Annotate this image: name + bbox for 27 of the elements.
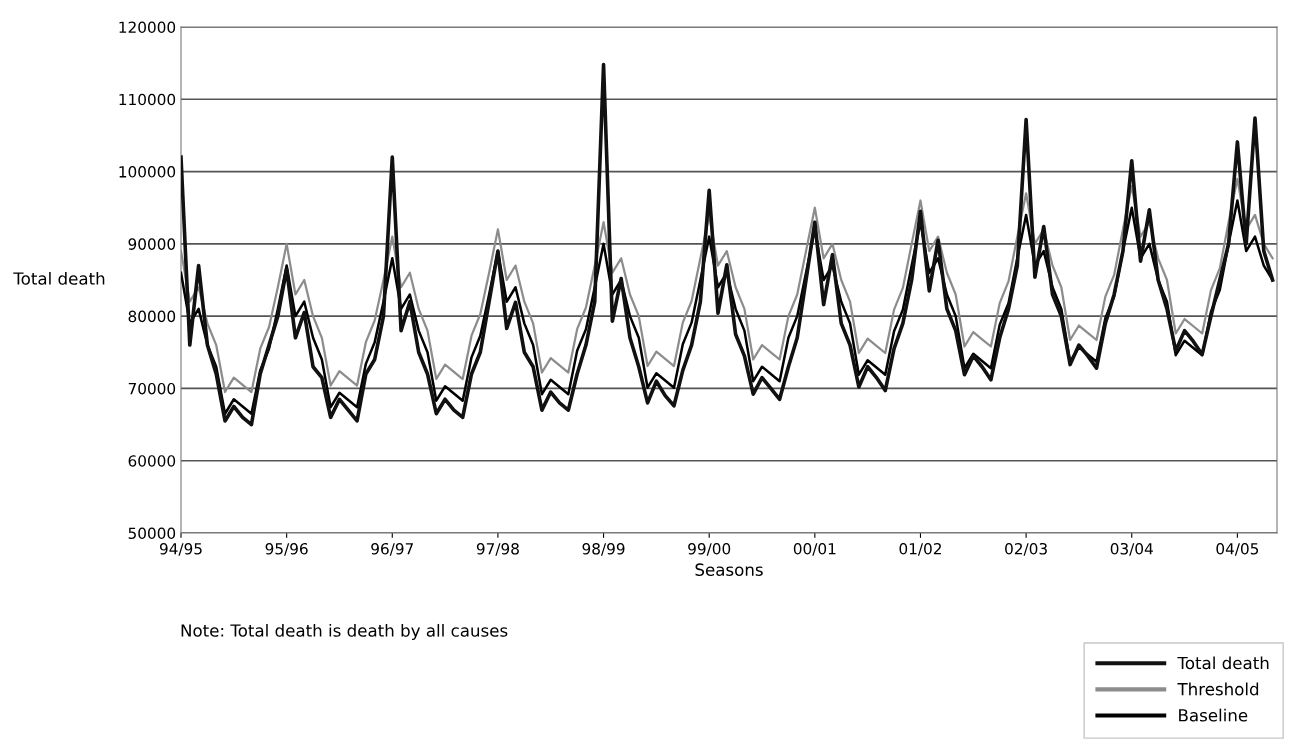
x-tick-label: 97/98 — [476, 542, 519, 556]
x-tick-label: 95/96 — [265, 542, 308, 556]
line-series — [181, 62, 1275, 427]
legend-label: Threshold — [1177, 682, 1259, 696]
x-axis-title: Seasons — [695, 563, 763, 576]
x-tick-label: 99/00 — [688, 542, 731, 556]
x-tick-label: 02/03 — [1005, 542, 1047, 556]
y-tick-label: 110000 — [119, 93, 176, 106]
x-tick-label: 98/99 — [582, 542, 625, 556]
y-tick-label: 80000 — [128, 310, 176, 323]
legend-label: Total death — [1177, 656, 1269, 670]
x-tick-label: 04/05 — [1216, 542, 1259, 556]
x-tick-label: 96/97 — [371, 542, 413, 556]
y-tick-label: 70000 — [128, 382, 176, 395]
y-tick-label: 100000 — [119, 166, 176, 178]
text: Note: Total death is death by all causes — [181, 623, 508, 641]
y-tick-label: 50000 — [128, 527, 176, 540]
legend-label: Baseline — [1179, 708, 1248, 722]
y-axis-title: Total death — [13, 271, 105, 285]
x-tick-label: 00/01 — [793, 542, 836, 556]
y-tick-label: 90000 — [128, 238, 176, 250]
y-tick-label: 120000 — [119, 21, 176, 34]
y-tick-label: 60000 — [128, 455, 176, 467]
x-tick-label: 01/02 — [899, 542, 941, 556]
x-tick-label: 94/95 — [159, 542, 202, 556]
line-series — [181, 177, 1274, 394]
x-tick-label: 03/04 — [1110, 542, 1153, 556]
